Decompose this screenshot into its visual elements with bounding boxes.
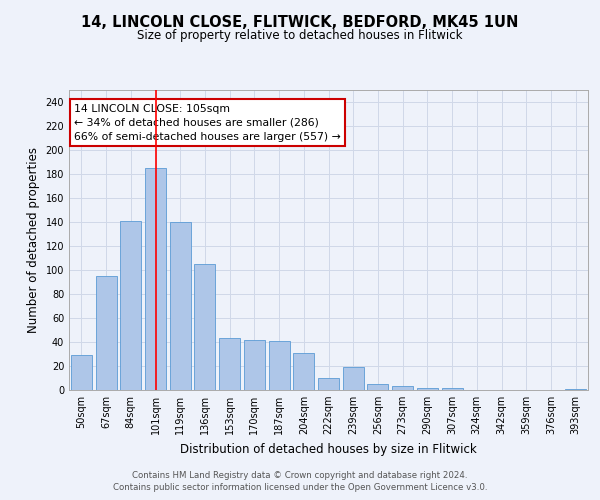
Bar <box>293 353 314 390</box>
Bar <box>244 340 265 390</box>
Bar <box>269 341 290 390</box>
Bar <box>71 355 92 390</box>
Bar <box>318 378 339 390</box>
Bar <box>367 384 388 390</box>
X-axis label: Distribution of detached houses by size in Flitwick: Distribution of detached houses by size … <box>180 442 477 456</box>
Bar <box>565 389 586 390</box>
Bar <box>120 221 141 390</box>
Bar <box>392 386 413 390</box>
Bar <box>417 388 438 390</box>
Text: 14, LINCOLN CLOSE, FLITWICK, BEDFORD, MK45 1UN: 14, LINCOLN CLOSE, FLITWICK, BEDFORD, MK… <box>82 15 518 30</box>
Bar <box>170 222 191 390</box>
Text: Size of property relative to detached houses in Flitwick: Size of property relative to detached ho… <box>137 28 463 42</box>
Bar <box>343 367 364 390</box>
Bar <box>95 276 116 390</box>
Text: Contains HM Land Registry data © Crown copyright and database right 2024.: Contains HM Land Registry data © Crown c… <box>132 472 468 480</box>
Bar <box>145 168 166 390</box>
Bar <box>442 388 463 390</box>
Text: Contains public sector information licensed under the Open Government Licence v3: Contains public sector information licen… <box>113 482 487 492</box>
Bar <box>219 338 240 390</box>
Y-axis label: Number of detached properties: Number of detached properties <box>27 147 40 333</box>
Text: 14 LINCOLN CLOSE: 105sqm
← 34% of detached houses are smaller (286)
66% of semi-: 14 LINCOLN CLOSE: 105sqm ← 34% of detach… <box>74 104 341 142</box>
Bar <box>194 264 215 390</box>
